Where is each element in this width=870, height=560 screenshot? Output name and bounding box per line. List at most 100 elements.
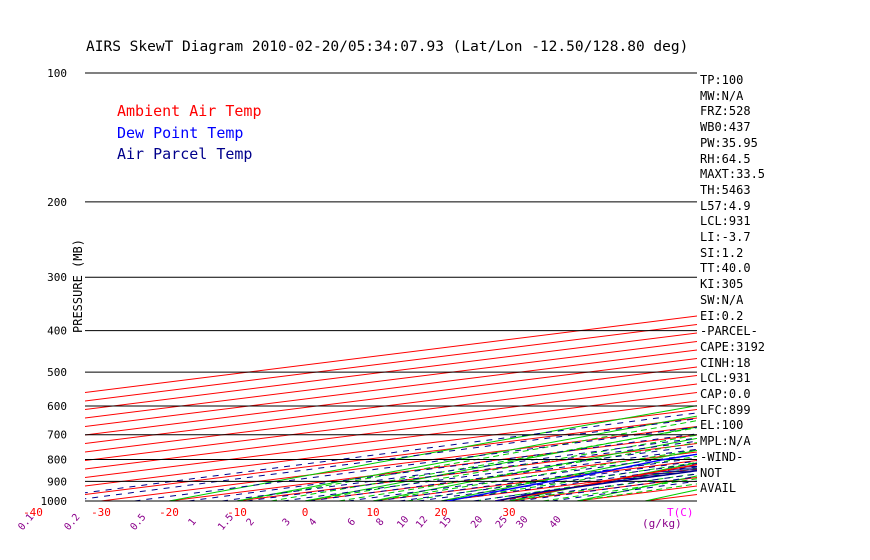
mixing-ratio-lines [85,412,697,501]
dry-adiabat-line [849,73,870,501]
isotherm-line [85,366,697,445]
stability-index-item: -PARCEL- [700,324,758,339]
chart-title: AIRS SkewT Diagram 2010-02-20/05:34:07.9… [86,39,688,55]
legend-dewpoint: Dew Point Temp [117,124,243,142]
legend-ambient: Ambient Air Temp [117,102,262,120]
stability-index-item: L57:4.9 [700,198,751,213]
isotherm-line [85,374,697,453]
moist-adiabat-line [372,449,697,501]
mixing-ratio-line [518,476,697,501]
pressure-tick-label: 100 [47,67,67,80]
stability-index-item: EL:100 [700,418,744,433]
moist-adiabat-line [270,427,697,501]
bottom-temp-tick-label: 20 [434,506,447,519]
pressure-tick-label: 600 [47,400,67,413]
mixing-ratio-tick-label: 30 [515,514,531,530]
dry-adiabat-line [168,405,697,501]
ambient-temp-point [603,480,606,483]
stability-index-item: -WIND- [700,449,744,464]
mixing-ratio-tick-label: 40 [548,514,564,530]
dewpoint-point [549,480,551,483]
isotherm-line [236,442,697,501]
stability-index-item: CAP:0.0 [700,387,751,401]
dewpoint-point [607,469,609,472]
x-axis-label: T(C) [667,506,694,519]
isotherm-line [85,400,697,479]
stability-index-item: TH:5463 [700,182,751,197]
isotherm-line [372,459,697,501]
dry-adiabat-line [508,462,697,501]
dry-adiabat-line [440,449,697,501]
moist-adiabat-line [304,434,697,501]
pressure-tick-label: 200 [47,196,67,209]
parcel-point [543,490,546,493]
moist-adiabat-line [440,461,697,501]
mixing-ratio-tick-label: 3 [281,517,293,529]
stability-index-item: NOT [700,465,722,480]
isotherm-line [100,425,697,501]
stability-index-item: SI:1.2 [700,245,744,260]
isotherm-lines [85,315,697,501]
moist-adiabat-line [474,467,697,501]
stability-index-item: LFC:899 [700,402,751,417]
isotherm-line [85,391,697,470]
dry-adiabat-line [781,73,870,501]
bottom-temp-tick-label: -10 [227,506,247,519]
pressure-tick-label: 800 [47,454,67,467]
pressure-tick-label: 400 [47,325,67,338]
bottom-temp-tick-label: -40 [23,506,43,519]
pressure-tick-label: 300 [47,271,67,284]
stability-index-item: CAPE:3192 [700,339,766,354]
mixing-ratio-tick-label: 1 [186,517,198,529]
stability-index-item: SW:N/A [700,292,744,307]
parcel-point [617,480,619,483]
stability-index-item: MW:N/A [700,88,744,103]
stability-index-item: LI:-3.7 [700,230,751,244]
y-axis-label: PRESSURE (MB) [71,239,85,333]
pressure-lines [85,72,697,502]
mixing-ratio-line [376,457,697,501]
bottom-temp-tick-label: 0 [302,506,309,519]
dewpoint-point [821,434,823,436]
stability-index-item: RH:64.5 [700,151,751,166]
dry-adiabat-line [236,415,697,501]
dry-adiabat-line [304,426,697,501]
mixing-ratio-tick-label: 6 [346,517,358,529]
stability-index-item: KI:305 [700,277,744,292]
isotherm-line [304,451,697,501]
mixing-ratio-tick-label: 0.5 [128,512,148,533]
isotherm-line [508,476,697,501]
stability-index-item: LCL:931 [700,214,751,229]
bottom-temp-tick-label: 10 [366,506,379,519]
mixing-ratio-tick-label: 2 [245,517,257,529]
stability-index-item: TT:40.0 [700,261,751,276]
isotherm-line [85,408,697,487]
bottom-temp-tick-label: -20 [159,506,179,519]
stability-index-item: TP:100 [700,73,744,87]
mixing-ratio-tick-label: 8 [374,517,386,529]
isotherm-line [85,417,697,496]
mixing-ratio-line [85,412,697,494]
mixing-ratio-line [85,418,697,500]
dewpoint-point [663,458,665,461]
dewpoint-point [447,500,449,501]
mixing-ratio-line [347,453,697,501]
stability-index-item: PW:35.95 [700,135,758,150]
dewpoint-line [447,453,697,501]
isotherm-line [85,357,697,436]
ambient-temp-line [495,463,697,501]
parcel-point [695,469,697,472]
isotherm-line [440,468,697,501]
parcel-point [494,500,497,501]
stability-index-item: LCL:931 [700,371,751,386]
parcel-point [772,459,774,461]
pressure-tick-label: 1000 [41,495,68,508]
isotherm-line [85,383,697,462]
mixing-ratio-unit: (g/kg) [642,517,682,530]
pressure-tick-label: 700 [47,429,67,442]
parcel-line [495,469,697,501]
mixing-ratio-tick-label: 12 [414,514,430,530]
mixing-ratio-tick-label: 10 [395,514,411,530]
dry-adiabat-line [372,437,697,501]
